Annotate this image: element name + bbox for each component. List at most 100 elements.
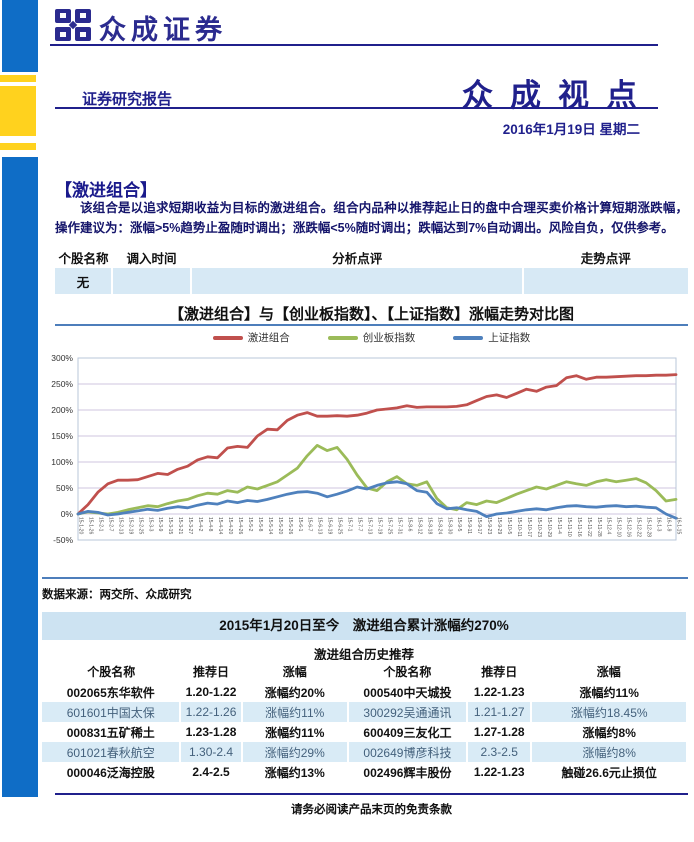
table-row: 601021春秋航空 1.30-2.4 涨幅约29% 002649博彦科技 2.3-2.… [42,742,686,762]
history-header-row: 个股名称 推荐日 涨幅 个股名称 推荐日 涨幅 [42,660,686,682]
table-cell: 涨幅约20% [241,682,349,702]
svg-text:15-3-27: 15-3-27 [187,517,193,534]
portfolio-table: 个股名称 调入时间 分析点评 走势点评 无 [55,246,688,294]
trend-chart-svg: 300% 250% 200% 150% 100% 50% 0% -50% 15-1-20 15-1… [51,353,682,545]
svg-text:15-7-19: 15-7-19 [377,517,383,534]
history-table: 个股名称 推荐日 涨幅 个股名称 推荐日 涨幅 002065东华软件 1.20-1.22 涨幅… [42,660,686,782]
svg-text:16-1-3: 16-1-3 [656,517,662,532]
svg-text:15-11-16: 15-11-16 [576,517,582,537]
svg-text:15-5-14: 15-5-14 [267,517,273,534]
table-cell: 涨幅约11% [241,722,349,742]
legend-label: 创业板指数 [362,332,416,344]
table-cell: 涨幅约8% [531,742,686,762]
section-paragraph: 该组合是以追求短期收益为目标的激进组合。组合内品种以推荐起止日的盘中合理买卖价格… [55,201,688,236]
svg-text:15-2-7: 15-2-7 [107,517,113,532]
table-cell: 触碰26.6元止损位 [531,762,686,782]
svg-text:15-8-6: 15-8-6 [406,517,412,532]
svg-text:15-7-31: 15-7-31 [396,517,402,534]
history-col-header: 推荐日 [467,660,532,682]
svg-text:300%: 300% [51,353,73,363]
svg-text:15-4-26: 15-4-26 [237,517,243,534]
col-header-trend: 走势点评 [523,246,688,268]
history-subtitle: 激进组合历史推荐 [313,648,414,662]
table-cell: 000046泛海控股 [42,762,182,782]
table-header-row: 个股名称 调入时间 分析点评 走势点评 [55,246,688,268]
chart-title: 【激进组合】与【创业板指数】、【上证指数】涨幅走势对比图 [168,306,574,323]
svg-text:15-12-10: 15-12-10 [616,517,622,537]
svg-text:15-7-13: 15-7-13 [367,517,373,534]
col-header-entry-time: 调入时间 [111,246,192,268]
footer-rule [55,793,688,795]
svg-text:15-6-7: 15-6-7 [307,517,313,532]
legend-swatch [212,335,243,340]
svg-text:15-5-2: 15-5-2 [247,517,253,532]
table-cell: 300292吴通通讯 [347,702,469,722]
svg-text:15-10-23: 15-10-23 [536,517,542,537]
svg-text:0%: 0% [61,509,74,519]
svg-text:15-5-8: 15-5-8 [257,517,263,532]
svg-text:15-8-24: 15-8-24 [436,517,442,534]
svg-text:15-2-1: 15-2-1 [97,517,103,532]
history-col-header: 涨幅 [241,660,348,682]
table-cell: 002496辉丰股份 [347,762,469,782]
chart-bottom-rule [42,577,688,579]
svg-text:15-11-22: 15-11-22 [586,517,592,537]
table-cell: 002649博彦科技 [347,742,469,762]
table-cell: 1.22-1.23 [467,762,533,782]
svg-text:15-9-23: 15-9-23 [486,517,492,534]
svg-text:15-7-7: 15-7-7 [357,517,363,532]
legend-label: 上证指数 [488,332,531,344]
chart-legend: 激进组合 创业板指数 上证指数 [55,330,688,345]
svg-text:15-10-17: 15-10-17 [526,517,532,537]
header-rule [50,44,658,46]
table-cell: 涨幅约11% [531,682,686,702]
history-col-header: 推荐日 [180,660,242,682]
svg-text:50%: 50% [56,483,73,493]
table-cell: 涨幅约8% [531,722,686,742]
svg-text:15-12-16: 15-12-16 [626,517,632,537]
svg-text:15-10-29: 15-10-29 [546,517,552,537]
svg-text:150%: 150% [51,431,73,441]
svg-text:15-7-1: 15-7-1 [347,517,353,532]
history-col-header: 个股名称 [347,660,467,682]
table-cell: 600409三友化工 [347,722,469,742]
svg-text:250%: 250% [51,379,73,389]
table-cell [191,268,525,294]
table-cell: 1.30-2.4 [180,742,243,762]
svg-text:15-3-3: 15-3-3 [147,517,153,532]
svg-text:-50%: -50% [53,535,73,545]
table-row: 000831五矿稀土 1.23-1.28 涨幅约11% 600409三友化工 1.27-… [42,722,686,742]
svg-text:15-1-26: 15-1-26 [88,517,94,534]
svg-text:15-4-8: 15-4-8 [207,517,213,532]
history-col-header: 个股名称 [42,660,181,682]
section-heading: 【激进组合】 [55,181,157,200]
svg-text:15-4-20: 15-4-20 [227,517,233,534]
svg-text:15-1-20: 15-1-20 [78,517,84,534]
svg-text:200%: 200% [51,405,73,415]
svg-text:16-1-15: 16-1-15 [676,517,682,534]
svg-text:15-6-13: 15-6-13 [317,517,323,534]
svg-text:15-6-25: 15-6-25 [337,517,343,534]
svg-text:15-3-21: 15-3-21 [177,517,183,534]
svg-text:15-9-11: 15-9-11 [466,517,472,534]
col-header-analysis: 分析点评 [191,246,524,268]
table-cell: 1.21-1.27 [467,702,533,722]
svg-text:15-11-4: 15-11-4 [556,517,562,534]
legend-item: 创业板指数 [327,330,416,345]
svg-text:16-1-9: 16-1-9 [666,517,672,532]
table-cell: 601021春秋航空 [42,742,182,762]
history-col-header: 涨幅 [531,660,686,682]
data-source-note: 数据来源：两交所、众成研究 [42,589,192,601]
brand-logo-text: 众成证券 [99,15,227,45]
performance-banner: 2015年1月20日至今 激进组合累计涨幅约270% [42,612,686,640]
table-cell: 002065东华软件 [42,682,182,702]
svg-text:15-3-9: 15-3-9 [157,517,163,532]
svg-text:15-5-20: 15-5-20 [277,517,283,534]
masthead-rule [55,107,658,109]
table-cell: 000540中天城投 [347,682,469,702]
table-row: 002065东华软件 1.20-1.22 涨幅约20% 000540中天城投 1.22-… [42,682,686,702]
table-cell [111,268,193,294]
svg-text:15-2-13: 15-2-13 [117,517,123,534]
svg-text:15-8-30: 15-8-30 [446,517,452,534]
table-cell: 1.22-1.23 [467,682,533,702]
